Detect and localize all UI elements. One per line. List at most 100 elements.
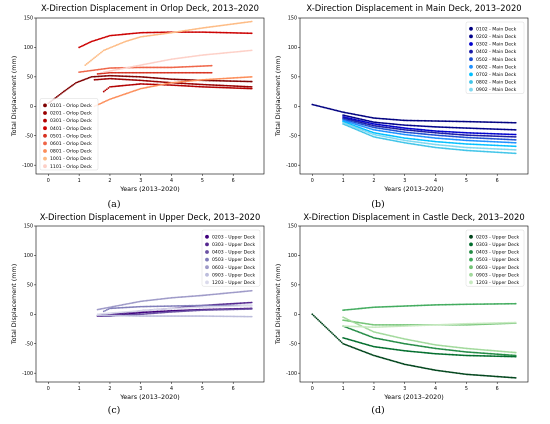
data-point xyxy=(493,135,496,138)
data-point xyxy=(424,119,427,122)
data-point xyxy=(492,147,495,150)
data-point xyxy=(160,315,163,317)
data-point xyxy=(352,122,354,125)
data-point xyxy=(181,315,184,317)
data-point xyxy=(215,78,218,80)
data-point xyxy=(361,342,364,345)
data-point xyxy=(403,139,406,142)
data-point xyxy=(361,325,364,328)
data-point xyxy=(110,67,113,69)
data-point xyxy=(452,126,455,129)
data-point xyxy=(137,32,139,34)
data-point xyxy=(420,130,423,133)
data-point xyxy=(184,82,187,85)
data-point xyxy=(180,78,183,81)
data-point xyxy=(482,127,485,130)
data-point xyxy=(504,151,507,154)
data-point xyxy=(219,315,222,318)
data-point xyxy=(413,132,416,135)
data-point xyxy=(437,303,440,306)
data-point xyxy=(495,138,497,140)
data-point xyxy=(482,355,485,357)
data-point xyxy=(409,343,412,346)
data-point xyxy=(343,309,346,311)
data-point xyxy=(110,77,113,80)
data-point xyxy=(250,87,253,90)
data-point xyxy=(194,28,197,30)
y-tick-label: 100 xyxy=(24,253,33,259)
data-point xyxy=(497,350,500,353)
data-point xyxy=(146,80,149,82)
data-point xyxy=(513,133,516,136)
data-point xyxy=(144,76,146,79)
data-point xyxy=(113,314,116,317)
data-point xyxy=(370,306,373,309)
data-point xyxy=(375,134,378,136)
data-point xyxy=(211,304,214,307)
data-point xyxy=(472,351,475,354)
data-point xyxy=(398,128,401,131)
data-point xyxy=(72,83,75,86)
data-point xyxy=(451,353,454,356)
data-point xyxy=(374,324,377,326)
data-point xyxy=(222,86,225,89)
data-point xyxy=(200,304,202,307)
data-point xyxy=(401,136,403,139)
data-point xyxy=(489,352,492,355)
data-point xyxy=(417,144,420,146)
legend-label: 0502 - Main Deck xyxy=(476,57,517,63)
data-point xyxy=(216,31,219,34)
data-point xyxy=(144,305,146,308)
data-point xyxy=(92,69,95,72)
data-point xyxy=(222,52,225,54)
data-point xyxy=(194,65,196,68)
data-point xyxy=(122,67,125,70)
data-point xyxy=(420,139,423,141)
data-point xyxy=(198,83,201,86)
data-point xyxy=(392,348,395,351)
data-point xyxy=(396,130,399,133)
data-point xyxy=(441,348,444,351)
data-point xyxy=(412,324,415,327)
data-point xyxy=(423,142,426,144)
data-point xyxy=(239,22,242,24)
data-point xyxy=(368,122,371,124)
data-point xyxy=(410,364,413,367)
x-tick-label: 5 xyxy=(465,386,468,392)
data-point xyxy=(423,139,426,142)
data-point xyxy=(408,364,410,367)
data-point xyxy=(156,66,159,69)
data-point xyxy=(83,43,86,46)
data-point xyxy=(375,326,378,329)
data-point xyxy=(403,131,406,134)
data-point xyxy=(395,140,398,143)
data-point xyxy=(469,347,472,350)
data-point xyxy=(493,353,496,355)
data-point xyxy=(346,115,349,117)
data-point xyxy=(461,142,464,145)
data-point xyxy=(448,126,451,129)
data-point xyxy=(345,119,347,121)
data-point xyxy=(226,86,229,89)
data-point xyxy=(391,131,394,134)
data-point xyxy=(384,118,387,120)
data-point xyxy=(135,37,138,40)
data-point xyxy=(360,349,363,352)
data-point xyxy=(166,59,169,61)
data-point xyxy=(345,111,347,114)
data-point xyxy=(493,322,496,324)
data-point xyxy=(490,128,493,130)
data-point xyxy=(436,126,438,128)
data-point xyxy=(507,152,510,154)
data-point xyxy=(381,332,384,335)
data-point xyxy=(224,52,226,54)
data-point xyxy=(450,323,452,326)
data-point xyxy=(459,136,462,138)
data-point xyxy=(431,368,434,371)
data-point xyxy=(462,347,465,350)
data-point xyxy=(139,311,142,314)
data-point xyxy=(333,109,336,111)
data-point xyxy=(480,127,483,130)
data-point xyxy=(212,31,215,34)
data-point xyxy=(134,313,137,316)
